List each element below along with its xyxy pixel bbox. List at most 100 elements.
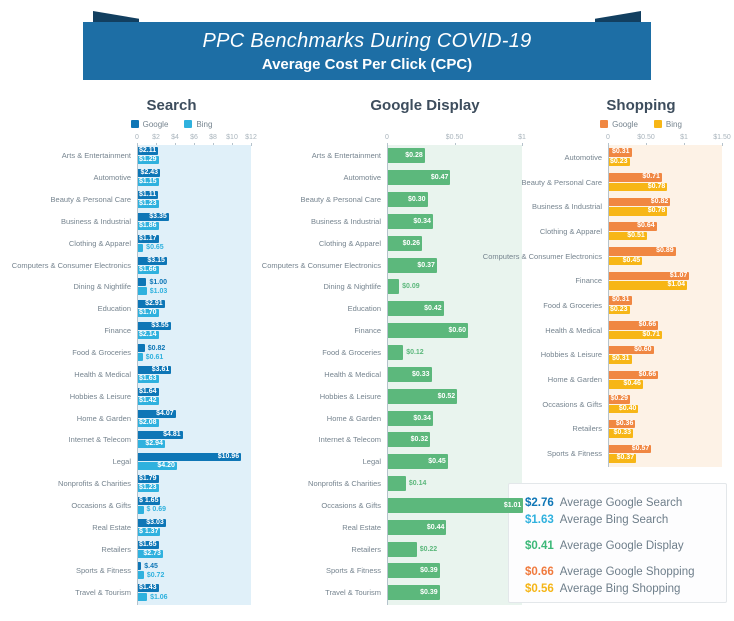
bar-bing	[137, 593, 148, 602]
category-label: Nonprofits & Charities	[308, 479, 381, 489]
value-label: $0.33	[412, 370, 430, 378]
category-label: Health & Medical	[545, 325, 602, 335]
bar-line: $0.82	[137, 344, 251, 353]
bar-google	[387, 541, 417, 557]
bar-line: $1.00	[137, 278, 251, 287]
bar-line: $0.52	[387, 388, 522, 404]
bar-group: $1.07 $1.04	[608, 271, 722, 290]
value-label: $ 1.65	[139, 496, 159, 504]
chart-row: Automotive $0.47	[272, 167, 522, 189]
bar-line: $0.36	[608, 419, 722, 429]
category-label: Computers & Consumer Electronics	[482, 251, 602, 261]
bar-group: $0.34	[387, 410, 522, 426]
bar-google: $2.43	[137, 169, 161, 178]
bar-google: $1.79	[137, 475, 159, 484]
chart-row: Legal $0.45	[272, 451, 522, 473]
chart-row: Computers & Consumer Electronics $3.15 $1.…	[12, 254, 265, 276]
bar-line: $0.57	[608, 444, 722, 454]
chart-row: Real Estate $3.03 $ 1.37	[22, 516, 265, 538]
summary-value: $2.76	[525, 497, 554, 509]
chart-row: Health & Medical $3.61 $1.63	[22, 363, 265, 385]
axis-line	[387, 145, 388, 605]
bar-bing: $0.23	[608, 305, 630, 315]
chart-row: Clothing & Apparel $0.64 $0.51	[500, 219, 726, 244]
summary-label: Average Google Display	[559, 540, 684, 552]
category-label: Internet & Telecom	[318, 435, 381, 445]
value-label: $3.55	[151, 322, 169, 330]
bar-google: $0.36	[608, 419, 636, 429]
category-label: Computers & Consumer Electronics	[261, 260, 381, 270]
legend-item: Bing	[184, 120, 212, 129]
chart-row: Home & Garden $4.07 $2.08	[22, 407, 265, 429]
category-cell: Home & Garden	[272, 414, 387, 423]
value-label: $1.15	[139, 178, 157, 186]
bar-google: $0.26	[387, 235, 423, 251]
category-label: Dining & Nightlife	[73, 282, 131, 292]
bar-line: $0.23	[608, 305, 722, 315]
category-cell: Automotive	[272, 173, 387, 182]
value-label: $0.36	[615, 419, 634, 427]
category-cell: Food & Groceries	[272, 348, 387, 357]
bar-line: $1.11	[137, 191, 251, 200]
category-label: Sports & Fitness	[325, 566, 381, 576]
category-label: Real Estate	[92, 522, 131, 532]
category-cell: Arts & Entertainment	[22, 151, 137, 160]
value-label: $1.06	[150, 593, 168, 601]
value-label: $2.11	[139, 147, 157, 155]
value-label: $1.42	[139, 396, 157, 404]
value-label: $0.47	[430, 174, 449, 182]
bar-bing: $0.71	[608, 330, 662, 340]
value-label: $0.12	[406, 349, 424, 357]
chart-row: Retailers $0.22	[272, 538, 522, 560]
bar-line: $1.04	[608, 281, 722, 290]
bar-bing: $0.46	[608, 380, 643, 389]
category-label: Retailers	[101, 544, 131, 554]
bar-google: $1.43	[137, 584, 159, 593]
category-cell: Clothing & Apparel	[22, 239, 137, 248]
category-label: Beauty & Personal Care	[300, 195, 381, 205]
category-cell: Arts & Entertainment	[272, 151, 387, 160]
bar-line: $0.39	[387, 585, 522, 601]
bar-google: $1.17	[137, 234, 159, 243]
value-label: $10.96	[217, 453, 240, 461]
axis-tick-mark	[251, 143, 252, 146]
value-label: $ 0.69	[146, 506, 167, 514]
bar-line: $0.66	[608, 370, 722, 380]
value-label: $1.65	[139, 540, 157, 548]
category-label: Retailers	[351, 544, 381, 554]
chart-row: Internet & Telecom $0.32	[272, 429, 522, 451]
bar-google: $0.31	[608, 296, 632, 305]
axis-tick-label: $0.50	[445, 134, 464, 141]
bar-google: $1.64	[137, 387, 159, 396]
bar-google: $4.81	[137, 431, 183, 440]
bar-line: $1.66	[137, 265, 251, 274]
bar-group: $1.11 $1.23	[137, 191, 251, 209]
axis-tick-mark	[645, 143, 647, 146]
bar-bing: $4.20	[137, 462, 177, 471]
bar-bing: $1.86	[137, 221, 159, 230]
axis-tick-mark	[174, 143, 176, 146]
bar-group: $0.14	[387, 476, 522, 492]
bar-bing: $2.94	[137, 440, 165, 449]
axis-tick-mark	[212, 143, 214, 146]
value-label: $0.64	[637, 222, 655, 230]
bar-group: $3.15 $1.66	[137, 256, 251, 274]
summary-item: $0.41 Average Google Display	[525, 540, 726, 557]
category-cell: Computers & Consumer Electronics	[12, 261, 137, 270]
bar-line: $0.32	[387, 432, 522, 448]
bar-line: $0.26	[387, 235, 522, 251]
bar-group: $0.60	[387, 323, 522, 339]
category-label: Hobbies & Leisure	[319, 391, 381, 401]
value-label: $2.08	[139, 418, 157, 426]
bar-group: $0.82 $0.61	[137, 344, 251, 362]
bar-google: $0.34	[387, 410, 433, 426]
legend-label: Bing	[665, 119, 682, 129]
bar-line: $0.29	[608, 395, 722, 404]
value-label: $0.45	[428, 458, 446, 466]
category-label: Finance	[354, 326, 381, 336]
chart-google-display: Google Display 0 $0.50 $1 Arts & Entertain…	[262, 97, 526, 605]
axis-tick-mark	[608, 143, 609, 146]
bar-line: $2.91	[137, 300, 251, 309]
bar-line: $0.28	[387, 148, 522, 164]
bar-line: $0.45	[387, 454, 522, 470]
